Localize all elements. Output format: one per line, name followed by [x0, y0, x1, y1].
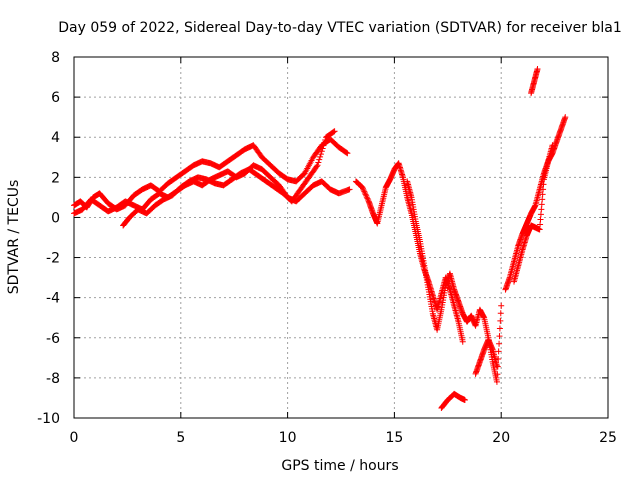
- data-point: [540, 186, 547, 193]
- series-arc-10: [528, 66, 541, 97]
- data-point: [322, 137, 329, 144]
- y-axis-label: SDTVAR / TECUs: [6, 180, 22, 295]
- y-tick-label: 2: [51, 170, 60, 186]
- data-point: [319, 145, 326, 152]
- series-arc-1: [71, 136, 351, 213]
- y-tick-label: -10: [37, 411, 60, 427]
- data-point: [331, 128, 338, 135]
- data-point: [317, 151, 324, 158]
- data-point: [315, 159, 322, 166]
- data-point: [498, 302, 505, 309]
- data-point: [360, 187, 367, 194]
- data-point: [539, 191, 546, 198]
- y-tick-label: 0: [51, 210, 60, 226]
- x-axis-label: GPS time / hours: [281, 458, 398, 474]
- data-point: [497, 317, 504, 324]
- data-point: [346, 186, 353, 193]
- data-point: [538, 206, 545, 213]
- data-point: [321, 139, 328, 146]
- y-tick-label: -6: [46, 331, 60, 347]
- data-point: [493, 378, 500, 385]
- x-tick-label: 20: [492, 430, 510, 446]
- data-point: [549, 142, 556, 149]
- x-tick-labels: 0 5 10 15 20 25: [70, 430, 617, 446]
- data-point: [538, 201, 545, 208]
- data-point: [496, 340, 503, 347]
- data-point: [537, 216, 544, 223]
- x-tick-label: 15: [385, 430, 403, 446]
- data-point: [493, 362, 500, 369]
- data-point: [313, 163, 320, 170]
- data-point: [494, 371, 501, 378]
- data-point: [359, 184, 366, 191]
- grid-lines: [74, 57, 608, 418]
- series-arc-7: [472, 336, 500, 377]
- data-point: [361, 189, 368, 196]
- data-point: [330, 128, 337, 135]
- y-tick-label: -4: [46, 291, 60, 307]
- data-point: [539, 196, 546, 203]
- data-point: [363, 192, 370, 199]
- data-point: [362, 191, 369, 198]
- data-point: [344, 150, 351, 157]
- y-tick-label: -2: [46, 251, 60, 267]
- data-point: [461, 396, 468, 403]
- x-tick-label: 5: [176, 430, 185, 446]
- series-arc-9: [511, 142, 556, 285]
- data-point: [459, 338, 466, 345]
- series-arc-2: [71, 162, 353, 217]
- data-point: [320, 142, 327, 149]
- data-point: [497, 310, 504, 317]
- data-point: [495, 348, 502, 355]
- data-point: [562, 114, 569, 121]
- axis-ticks: [73, 56, 609, 419]
- data-point: [534, 66, 541, 73]
- data-point: [318, 148, 325, 155]
- series-arc-3: [120, 128, 338, 229]
- y-tick-label: 4: [51, 130, 60, 146]
- y-tick-label: -8: [46, 371, 60, 387]
- series-arc-5: [404, 178, 505, 385]
- y-tick-labels: -10 -8 -6 -4 -2 0 2 4 6 8: [37, 50, 60, 427]
- series-arc-8: [502, 114, 569, 293]
- data-point: [496, 325, 503, 332]
- data-point: [314, 162, 321, 169]
- data-point: [317, 153, 324, 160]
- data-point: [364, 195, 371, 202]
- data-point: [316, 156, 323, 163]
- data-point: [540, 181, 547, 188]
- data-point: [496, 333, 503, 340]
- chart-title: Day 059 of 2022, Sidereal Day-to-day VTE…: [58, 20, 621, 36]
- data-point: [536, 226, 543, 233]
- y-tick-label: 8: [51, 50, 60, 66]
- x-tick-label: 25: [599, 430, 617, 446]
- plot-frame: [73, 56, 609, 419]
- data-points: [71, 66, 569, 411]
- series-arc-6: [438, 390, 468, 411]
- data-point: [343, 149, 350, 156]
- x-tick-label: 0: [70, 430, 79, 446]
- data-point: [537, 221, 544, 228]
- data-point: [360, 185, 367, 192]
- y-tick-label: 6: [51, 90, 60, 106]
- data-point: [361, 188, 368, 195]
- x-tick-label: 10: [279, 430, 297, 446]
- data-point: [363, 194, 370, 201]
- data-point: [537, 211, 544, 218]
- data-point: [365, 196, 372, 203]
